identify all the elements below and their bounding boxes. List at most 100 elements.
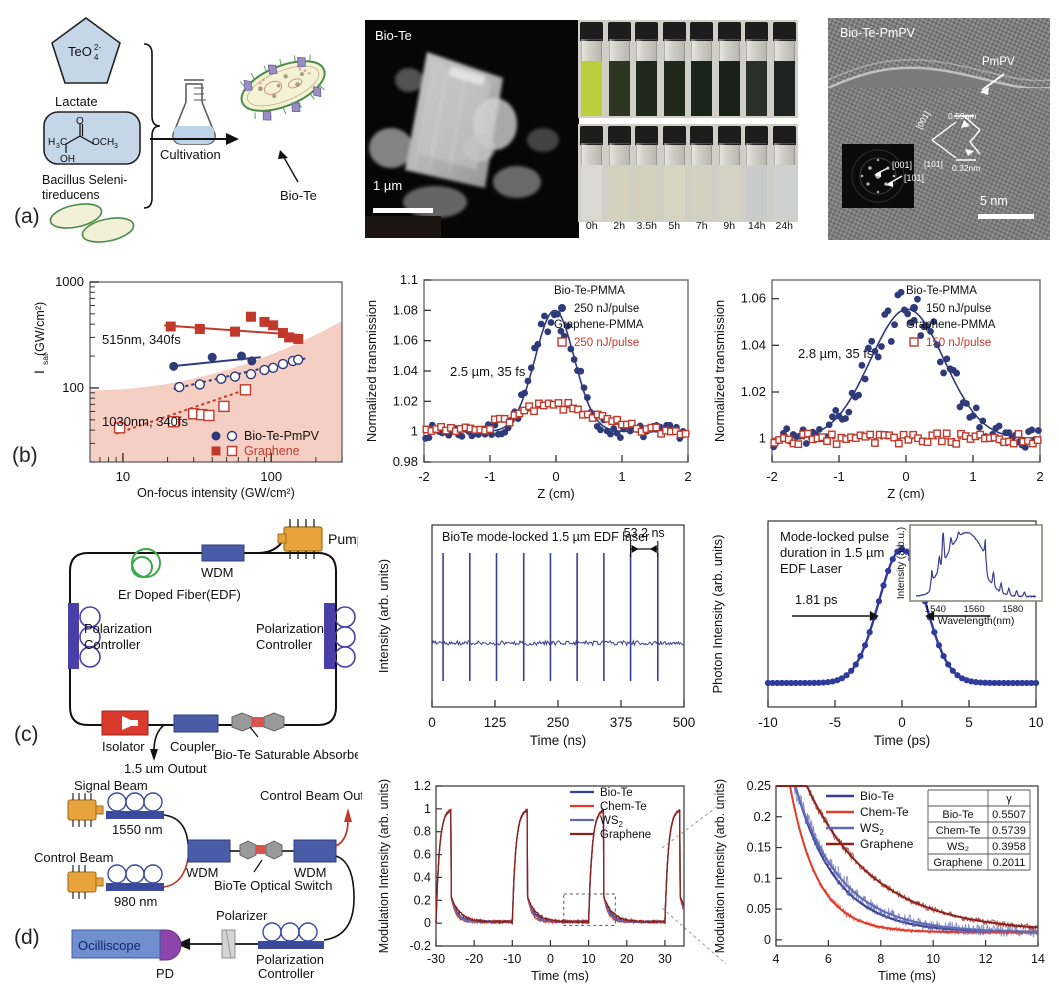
table-row-label: WS₂ [947, 841, 969, 853]
data-point [891, 321, 898, 329]
vial [772, 126, 796, 220]
data-point [982, 679, 989, 686]
legend-title: Bio-Te-PMMA [554, 285, 625, 297]
chart-modulation-full: -30 -20 -10 0 10 20 30 -0.2 0 0.2 0.4 0.6 0.8 1 1.2 Tim… [377, 779, 685, 983]
data-point [268, 320, 279, 331]
chart-isat-vs-intensity: 1000 100 10 100 On-focus intensity (GW/cm²) I… [31, 274, 343, 500]
signal-beam-label: Signal Beam [74, 778, 148, 793]
chart-title-3: EDF Laser [780, 561, 843, 576]
data-point [1023, 679, 1030, 687]
data-point [829, 413, 836, 421]
saturable-absorber-component [231, 712, 285, 732]
data-point [1032, 679, 1040, 687]
data-point [627, 419, 636, 428]
data-point [788, 679, 795, 687]
data-point [247, 356, 257, 366]
data-point [963, 400, 970, 407]
data-point [842, 415, 849, 422]
annotation-1030nm: 1030nm, 340fs [102, 414, 189, 429]
legend-label: WS2 [860, 821, 884, 837]
data-point [977, 679, 984, 686]
svg-text:O: O [76, 116, 84, 127]
y-tick-label: 0.98 [393, 454, 418, 469]
data-point [277, 328, 288, 339]
y-tick-label: 0.1 [754, 871, 771, 885]
data-point [803, 429, 812, 438]
data-point [1005, 429, 1013, 437]
data-point [794, 440, 803, 449]
data-point [613, 415, 622, 424]
data-point [875, 598, 882, 605]
pump-label: Pump [328, 531, 358, 547]
edf-laser-cavity-diagram: Pump WDM Er Doped Fiber(EDF) Polarizatio… [68, 519, 358, 773]
data-point [230, 326, 241, 337]
pc-bottom-label-2: Controller [258, 966, 315, 981]
y-tick-label: 1.02 [393, 393, 418, 408]
modulation-curve [435, 807, 685, 925]
data-point [887, 338, 895, 345]
data-point [564, 398, 573, 407]
y-tick-label: 0.2 [414, 893, 431, 907]
panel-b-tag: (b) [12, 444, 38, 467]
x-tick-label: 0 [552, 469, 559, 484]
fit-line [170, 356, 261, 368]
data-point [211, 446, 221, 456]
data-point [557, 337, 567, 347]
vial [745, 22, 768, 116]
data-point [236, 351, 246, 361]
x-tick-label: 14 [1031, 952, 1045, 966]
data-point [681, 429, 690, 438]
data-point [211, 431, 221, 441]
plot-frame [89, 281, 343, 463]
legend: Bio-Te-PMMA 150 nJ/pulse Graphene-PMMA 150 … [906, 285, 996, 349]
data-point [207, 352, 217, 362]
baseline-noise [431, 639, 684, 647]
data-point [889, 556, 896, 563]
table-row-label: Chem-Te [936, 825, 981, 837]
hrtem-image-biote-pmpv: Bio-Te-PmPV PmPV 0.59nm 0.32nm [001] [10… [828, 18, 1050, 240]
data-point [245, 368, 257, 380]
x-tick-label: 100 [260, 469, 282, 484]
vial-time-series: 0h 2h 3.5h 5h 7h 9h 14h 24h [578, 20, 798, 255]
data-point [832, 407, 840, 414]
bacillus-label-2: tireducens [42, 188, 100, 202]
chart-title-1: Mode-locked pulse [780, 529, 889, 544]
svg-text:3: 3 [56, 143, 60, 150]
annotation-fwhm: 1.81 ps [795, 592, 838, 607]
panel-b: (b) 1000 100 10 100 On-focus intensity (GW/c… [0, 262, 1059, 507]
control-out-label: Control Beam Out [260, 788, 362, 803]
x-tick-label: 500 [673, 715, 696, 730]
x-tick-label: -30 [427, 952, 445, 966]
legend-label: 150 nJ/pulse [926, 303, 991, 315]
modulation-fit-curve [776, 785, 1038, 929]
data-point [903, 548, 910, 555]
data-point [931, 629, 938, 636]
vial-timepoint: 24h [775, 220, 794, 232]
x-tick-label: 0 [428, 715, 436, 730]
wdm-component [201, 544, 245, 562]
vial [580, 22, 603, 116]
bacterium-product [239, 54, 326, 121]
control-beam-label: Control Beam [34, 850, 113, 865]
legend-title: Graphene-PMMA [906, 319, 996, 331]
data-point [554, 399, 563, 407]
legend-label: Chem-Te [860, 805, 909, 819]
data-point [910, 316, 918, 324]
x-tick-label: 2 [684, 469, 691, 484]
hrtem-scalebar-label: 5 nm [980, 194, 1008, 208]
data-point [1034, 427, 1042, 434]
data-point [520, 406, 529, 415]
svg-text:OH: OH [60, 154, 75, 165]
data-point [1000, 679, 1007, 687]
data-point [226, 430, 238, 442]
zoom-region-box [563, 893, 616, 926]
pc-left-label-1: Polarization [84, 621, 152, 636]
data-point [909, 337, 919, 347]
bacillus-label-1: Bacillus Seleni- [42, 173, 127, 187]
y-axis-label: Photon Intensity (arb. units) [710, 535, 725, 694]
data-point [505, 418, 514, 427]
table-header-gamma: γ [1006, 793, 1012, 805]
biote-pointer [281, 153, 299, 183]
y-tick-label: 0.25 [747, 779, 771, 793]
data-point [574, 405, 582, 414]
